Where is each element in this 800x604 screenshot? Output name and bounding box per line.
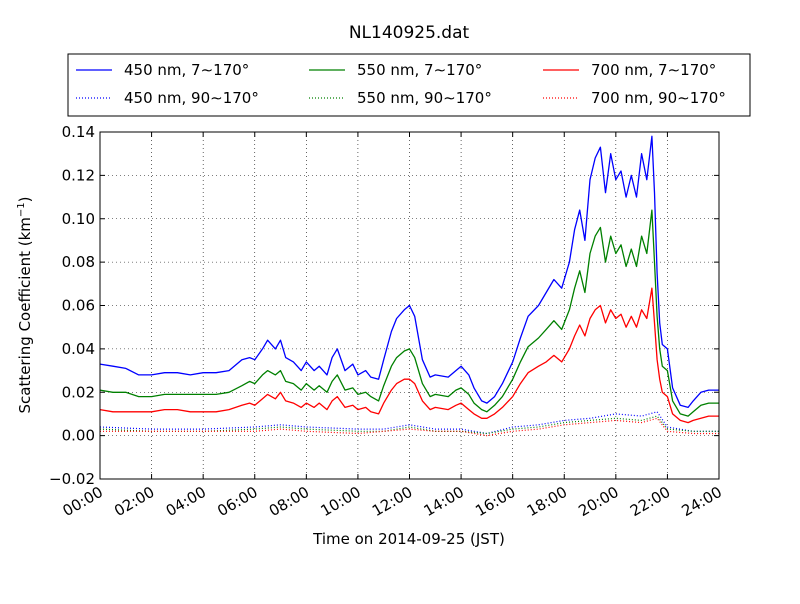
y-tick-label: 0.04 bbox=[62, 340, 95, 358]
series-group bbox=[99, 135, 719, 437]
x-tick-label: 06:00 bbox=[214, 483, 260, 520]
series-line-3 bbox=[99, 411, 719, 435]
series-line-1 bbox=[99, 209, 719, 417]
y-axis-label-main: Scattering Coefficient (km bbox=[16, 217, 34, 413]
y-axis: −0.02 0.00 0.02 0.04 0.06 0.08 0.10 0.12 0.14 bbox=[49, 123, 719, 488]
x-tick-label: 10:00 bbox=[317, 483, 363, 520]
legend-label-4: 550 nm, 90∼170° bbox=[357, 89, 492, 107]
y-axis-label: Scattering Coefficient (km−1) bbox=[16, 196, 34, 413]
legend-label-5: 700 nm, 90∼170° bbox=[591, 89, 726, 107]
legend-label-2: 700 nm, 7∼170° bbox=[591, 61, 716, 79]
legend: 450 nm, 7∼170° 550 nm, 7∼170° 700 nm, 7∼17… bbox=[76, 61, 726, 107]
series-line-4 bbox=[99, 415, 719, 435]
y-axis-label-end: ) bbox=[16, 196, 34, 202]
x-tick-label: 12:00 bbox=[369, 483, 415, 520]
legend-box bbox=[67, 53, 751, 117]
series-line-2 bbox=[99, 287, 719, 424]
legend-label-0: 450 nm, 7∼170° bbox=[124, 61, 249, 79]
y-tick-label: 0.08 bbox=[62, 253, 95, 271]
legend-label-3: 450 nm, 90∼170° bbox=[124, 89, 259, 107]
series-line-0 bbox=[99, 135, 719, 409]
y-tick-label: 0.12 bbox=[62, 166, 95, 184]
x-tick-label: 04:00 bbox=[163, 483, 209, 520]
y-axis-label-sup: −1 bbox=[16, 202, 27, 217]
y-tick-label: −0.02 bbox=[49, 470, 95, 488]
x-tick-label: 18:00 bbox=[524, 483, 570, 520]
x-tick-label: 14:00 bbox=[421, 483, 467, 520]
y-tick-label: 0.10 bbox=[62, 210, 95, 228]
x-tick-label: 00:00 bbox=[60, 483, 106, 520]
y-tick-label: 0.00 bbox=[62, 427, 95, 445]
y-tick-label: 0.14 bbox=[62, 123, 95, 141]
y-tick-label: 0.02 bbox=[62, 383, 95, 401]
x-tick-label: 08:00 bbox=[266, 483, 312, 520]
x-tick-label: 02:00 bbox=[111, 483, 157, 520]
legend-label-1: 550 nm, 7∼170° bbox=[357, 61, 482, 79]
x-tick-label: 16:00 bbox=[472, 483, 518, 520]
chart-title: NL140925.dat bbox=[349, 23, 470, 43]
y-tick-label: 0.06 bbox=[62, 297, 95, 315]
x-tick-label: 20:00 bbox=[575, 483, 621, 520]
x-axis-label: Time on 2014-09-25 (JST) bbox=[312, 530, 505, 548]
x-tick-label: 24:00 bbox=[679, 483, 725, 520]
x-tick-label: 22:00 bbox=[627, 483, 673, 520]
